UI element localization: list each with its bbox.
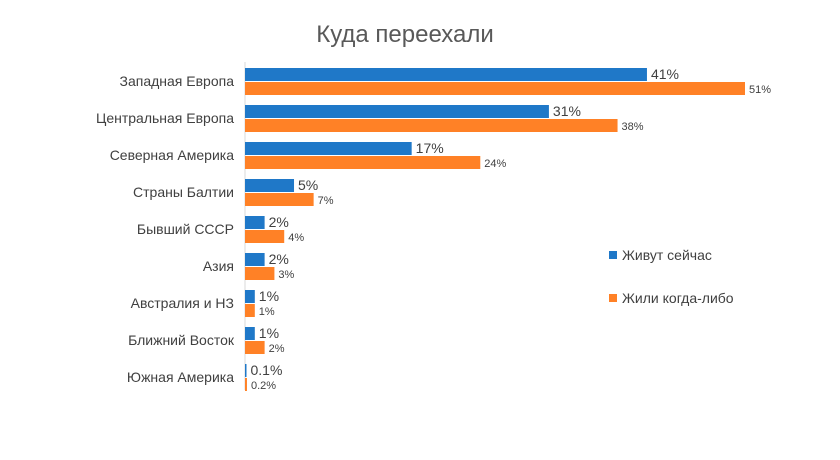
bar-living-now bbox=[245, 142, 412, 155]
category-label: Австралия и НЗ bbox=[131, 295, 234, 311]
category-label: Западная Европа bbox=[120, 73, 235, 89]
data-label-lived-ever: 7% bbox=[318, 195, 334, 207]
bar-lived-ever bbox=[245, 378, 247, 391]
category-label: Северная Америка bbox=[110, 147, 235, 163]
bar-lived-ever bbox=[245, 341, 265, 354]
bar-living-now bbox=[245, 216, 265, 229]
bar-lived-ever bbox=[245, 82, 745, 95]
chart-title: Куда переехали bbox=[316, 21, 494, 48]
bar-lived-ever bbox=[245, 304, 255, 317]
data-label-living-now: 41% bbox=[651, 66, 679, 82]
legend-swatch-living-now bbox=[609, 251, 617, 259]
bar-living-now bbox=[245, 253, 265, 266]
data-label-living-now: 0.1% bbox=[251, 362, 283, 378]
data-label-living-now: 17% bbox=[416, 140, 444, 156]
data-label-lived-ever: 1% bbox=[259, 306, 275, 318]
bar-living-now bbox=[245, 327, 255, 340]
bar-living-now bbox=[245, 290, 255, 303]
category-label: Страны Балтии bbox=[133, 184, 234, 200]
bar-living-now bbox=[245, 68, 647, 81]
legend-label-living-now: Живут сейчас bbox=[622, 247, 712, 263]
category-label: Ближний Восток bbox=[128, 332, 235, 348]
bar-living-now bbox=[245, 105, 549, 118]
bar-lived-ever bbox=[245, 119, 618, 132]
data-label-lived-ever: 51% bbox=[749, 84, 771, 96]
bar-lived-ever bbox=[245, 267, 275, 280]
data-label-living-now: 31% bbox=[553, 103, 581, 119]
bar-living-now bbox=[245, 364, 247, 377]
category-label: Южная Америка bbox=[127, 369, 234, 385]
bar-lived-ever bbox=[245, 230, 285, 243]
data-label-lived-ever: 38% bbox=[622, 121, 644, 133]
category-label: Бывший СССР bbox=[137, 221, 234, 237]
bar-lived-ever bbox=[245, 156, 481, 169]
bar-living-now bbox=[245, 179, 295, 192]
data-label-living-now: 1% bbox=[259, 325, 279, 341]
data-label-lived-ever: 2% bbox=[269, 343, 285, 355]
category-label: Азия bbox=[203, 258, 234, 274]
bars-layer: Западная Европа 41% 51% Центральная Европа 3… bbox=[96, 66, 771, 392]
category-label: Центральная Европа bbox=[96, 110, 234, 126]
bar-lived-ever bbox=[245, 193, 314, 206]
legend-label-lived-ever: Жили когда-либо bbox=[622, 290, 734, 306]
data-label-living-now: 2% bbox=[269, 214, 289, 230]
data-label-lived-ever: 4% bbox=[288, 232, 304, 244]
legend: Живут сейчас Жили когда-либо bbox=[609, 247, 734, 306]
data-label-lived-ever: 3% bbox=[278, 269, 294, 281]
data-label-lived-ever: 24% bbox=[484, 158, 506, 170]
data-label-living-now: 1% bbox=[259, 288, 279, 304]
legend-swatch-lived-ever bbox=[609, 294, 617, 302]
data-label-living-now: 2% bbox=[269, 251, 289, 267]
data-label-lived-ever: 0.2% bbox=[251, 380, 276, 392]
data-label-living-now: 5% bbox=[298, 177, 318, 193]
